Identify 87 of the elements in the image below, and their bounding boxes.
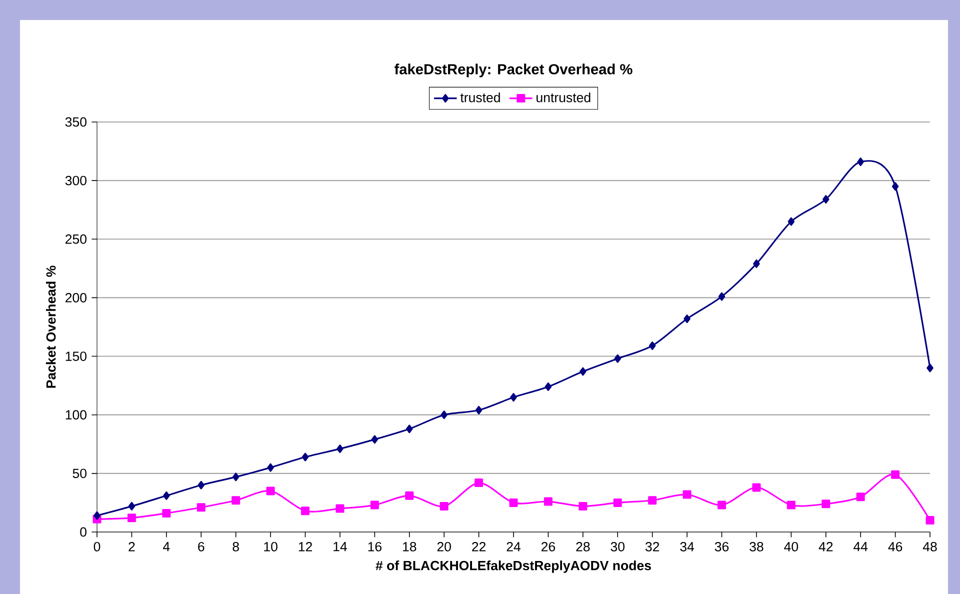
point (786, 500, 796, 510)
legend-label: untrusted (536, 92, 590, 102)
y-tick-label: 350 (65, 117, 86, 127)
x-tick-label: 18 (403, 542, 416, 552)
x-tick-label: 46 (888, 542, 902, 552)
x-tick-label: 10 (264, 542, 278, 552)
x-tick-label: 38 (750, 542, 764, 552)
x-tick-label: 24 (506, 542, 521, 552)
point (752, 483, 761, 492)
point (510, 393, 517, 402)
point (580, 367, 586, 376)
x-tick-label: 36 (714, 542, 729, 552)
x-tick-label: 0 (94, 542, 100, 552)
point (682, 490, 692, 499)
point (440, 502, 448, 510)
point (648, 341, 656, 350)
point (162, 508, 171, 518)
x-tick-label: 12 (298, 542, 312, 552)
x-tick-label: 28 (576, 542, 590, 552)
x-tick-label: 44 (854, 542, 868, 552)
point (891, 470, 900, 479)
point (788, 217, 795, 226)
point (857, 158, 864, 166)
point (406, 424, 413, 434)
point (474, 478, 484, 488)
point (198, 480, 205, 490)
point (475, 406, 482, 414)
point (267, 463, 274, 472)
point (509, 498, 518, 507)
y-tick-label: 200 (66, 293, 86, 302)
x-tick-label: 30 (610, 542, 625, 552)
point (440, 410, 448, 420)
chart-title: fakeDstReply: Packet Overhead % (394, 64, 632, 78)
point (94, 511, 100, 520)
point (648, 496, 657, 505)
point (371, 435, 378, 444)
x-tick-label: 32 (645, 542, 660, 552)
point (856, 492, 865, 502)
point (127, 514, 136, 522)
point (163, 491, 170, 500)
point (370, 500, 379, 510)
point (266, 486, 275, 496)
point (926, 364, 934, 372)
y-axis-title: Packet Overhead % (46, 266, 56, 388)
point (718, 292, 726, 301)
x-tick-label: 42 (818, 542, 833, 552)
point (718, 500, 726, 510)
point (613, 498, 622, 507)
x-tick-label: 16 (368, 542, 382, 552)
x-tick-label: 8 (232, 542, 239, 552)
x-tick-label: 22 (472, 542, 486, 552)
x-tick-label: 34 (680, 542, 694, 552)
point (926, 516, 934, 525)
point (232, 496, 240, 505)
point (822, 500, 830, 508)
y-tick-label: 250 (66, 234, 86, 244)
point (405, 491, 414, 500)
x-tick-label: 4 (163, 542, 170, 552)
y-tick-label: 50 (72, 468, 86, 478)
point (614, 354, 622, 363)
y-tick-label: 300 (65, 176, 86, 186)
point (336, 504, 344, 513)
point (544, 497, 552, 506)
x-tick-label: 14 (334, 542, 347, 552)
legend-label: trusted (460, 92, 500, 102)
point (128, 502, 136, 510)
y-tick-label: 150 (66, 352, 86, 361)
point (336, 444, 344, 454)
point (822, 195, 830, 204)
x-tick-label: 20 (437, 542, 451, 552)
point (301, 506, 310, 516)
point (892, 182, 899, 191)
x-tick-label: 48 (922, 542, 937, 552)
point (544, 382, 552, 391)
point (232, 472, 240, 482)
x-tick-label: 26 (542, 542, 556, 552)
point (753, 259, 760, 268)
x-axis-title: # of BLACKHOLEfakeDstReplyAODV nodes (376, 560, 651, 573)
x-tick-label: 40 (784, 542, 798, 552)
point (684, 314, 690, 324)
y-tick-label: 100 (66, 410, 86, 420)
point (196, 503, 206, 512)
point (578, 502, 588, 510)
x-tick-label: 2 (128, 542, 135, 552)
point (302, 452, 309, 462)
y-tick-label: 0 (80, 527, 86, 537)
x-tick-label: 6 (198, 542, 204, 552)
